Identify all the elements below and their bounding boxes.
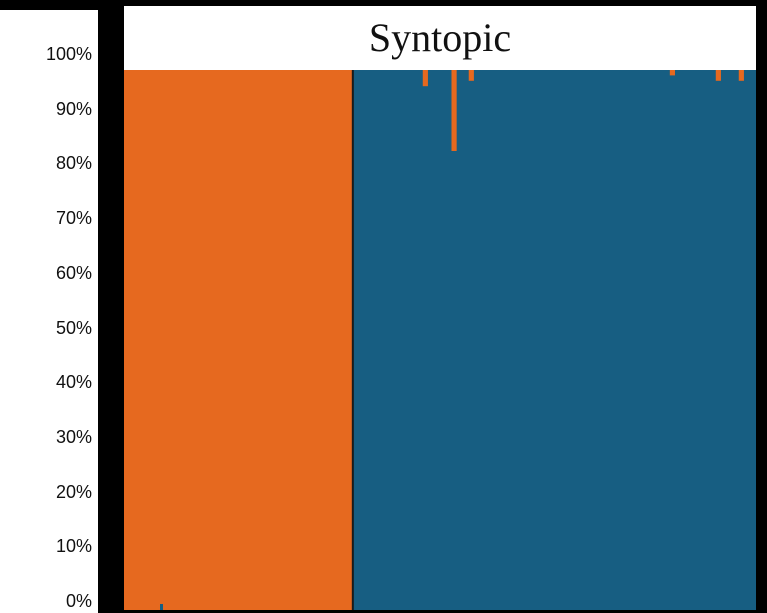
y-tick-label: 90% (55, 98, 92, 119)
chart-title: Syntopic (368, 15, 512, 60)
bar-segment-orange (451, 70, 457, 151)
bar-group-orange (124, 70, 354, 610)
y-tick-label: 70% (55, 208, 92, 229)
y-axis-panel (0, 10, 98, 613)
y-tick-label: 50% (55, 317, 92, 338)
y-tick-label: 60% (55, 262, 92, 283)
y-tick-label: 30% (55, 426, 92, 447)
y-tick-label: 100% (45, 44, 92, 64)
y-tick-label: 80% (55, 153, 92, 174)
baseline-segment-blue (160, 604, 163, 610)
bar-group-blue (353, 70, 756, 610)
bar-segment-orange (669, 70, 675, 76)
y-tick-label: 20% (55, 481, 92, 502)
bar-segment-orange (422, 70, 428, 87)
bar-segment-orange (468, 70, 474, 81)
title-band (124, 6, 756, 70)
bar-segment-orange (715, 70, 721, 81)
y-tick-label: 40% (55, 372, 92, 393)
y-tick-label: 0% (65, 591, 92, 611)
y-tick-label: 10% (55, 536, 92, 557)
bar-segment-orange (738, 70, 744, 81)
